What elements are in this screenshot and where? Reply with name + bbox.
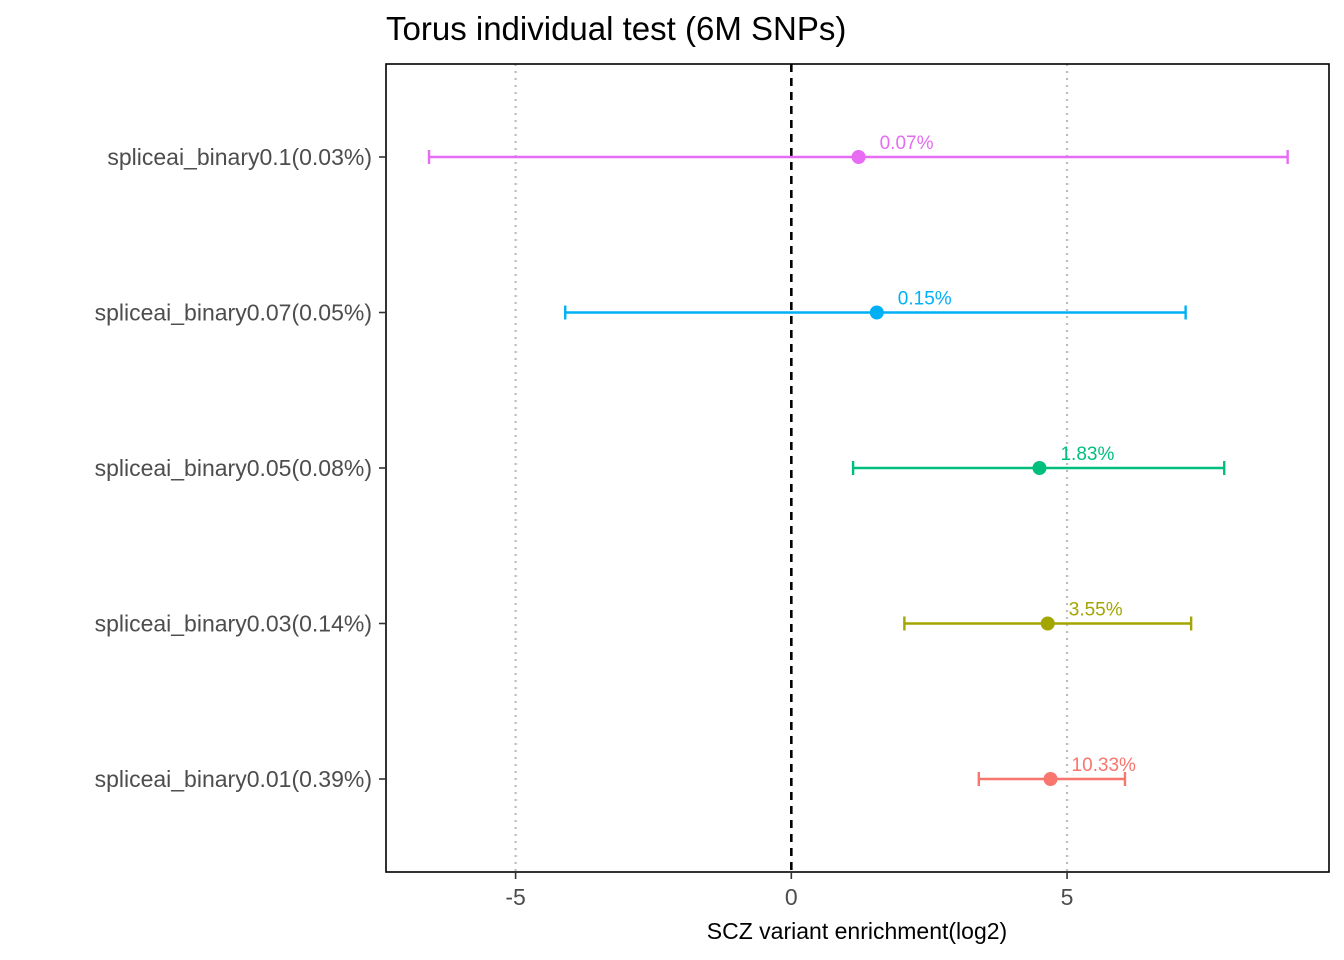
plot-panel: 0.07% 0.15% 1.83% 3.55% 10.33% [385,63,1330,873]
y-tick-label: spliceai_binary0.03(0.14%) [95,611,372,637]
x-tick-label: -5 [505,884,525,910]
chart-title: Torus individual test (6M SNPs) [386,10,846,47]
series-group: 0.07% [427,133,1289,164]
point-estimate [851,150,866,164]
point-estimate [1040,616,1055,631]
series-group: 1.83% [851,444,1226,475]
series-group: 0.15% [564,289,1187,320]
x-tick-label: 5 [1061,884,1074,910]
y-tick-label: spliceai_binary0.05(0.08%) [95,455,372,481]
point-label: 0.15% [898,289,952,310]
point-label: 3.55% [1069,600,1123,621]
y-axis: spliceai_binary0.1(0.03%) spliceai_binary… [95,144,386,792]
point-estimate [869,305,884,320]
point-estimate [1043,772,1058,786]
x-tick-label: 0 [785,884,798,910]
x-axis-label: SCZ variant enrichment(log2) [707,918,1007,944]
x-axis: -5 0 5 [505,872,1073,910]
y-tick-label: spliceai_binary0.01(0.39%) [95,766,372,792]
point-label: 10.33% [1072,755,1137,776]
y-tick-label: spliceai_binary0.07(0.05%) [95,300,372,326]
y-tick-label: spliceai_binary0.1(0.03%) [107,144,372,170]
point-label: 0.07% [880,133,934,154]
point-estimate [1032,461,1047,475]
point-label: 1.83% [1060,444,1114,465]
series-group: 10.33% [977,755,1137,786]
series-group: 3.55% [903,600,1193,631]
